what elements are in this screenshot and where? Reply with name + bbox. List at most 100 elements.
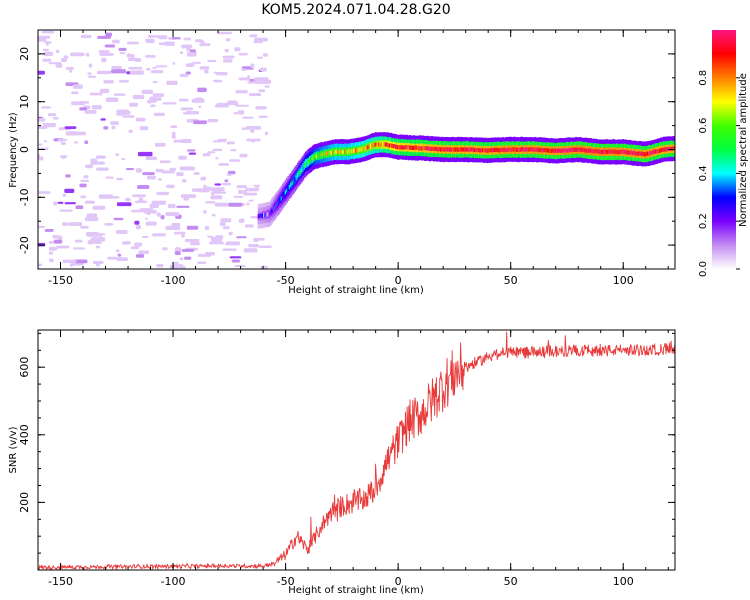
signal-cell [322,152,325,157]
noise-speckle [222,226,230,230]
noise-speckle [126,53,132,58]
noise-speckle [55,49,60,54]
noise-speckle [118,47,127,51]
noise-speckle [200,40,205,44]
noise-speckle [139,126,149,131]
signal-cell [373,142,376,147]
signal-cell [666,147,669,152]
noise-speckle [95,263,100,267]
noise-speckle [99,52,114,56]
signal-cell [652,149,654,155]
signal-cell [545,148,548,153]
signal-cell [566,148,569,153]
noise-speckle [185,63,195,67]
signal-cell [445,147,448,152]
signal-cell [284,190,287,195]
signal-cell [508,147,511,152]
noise-speckle [86,232,100,237]
noise-speckle [137,185,150,189]
noise-speckle [150,104,156,108]
signal-cell [310,157,313,162]
noise-speckle [194,97,203,101]
signal-cell [521,147,523,152]
signal-cell [591,149,594,154]
signal-cell [668,146,671,152]
signal-cell [646,151,649,156]
noise-speckle [128,129,133,133]
noise-speckle [176,205,190,208]
noise-speckle [84,140,89,145]
noise-speckle [262,53,268,57]
signal-cell [542,148,545,153]
signal-cell [571,147,573,152]
noise-speckle [149,97,162,101]
noise-speckle [115,153,120,157]
signal-cell [294,177,297,182]
signal-cell [402,145,405,150]
noise-speckle [214,183,222,186]
noise-speckle [64,188,75,193]
signal-cell [629,150,631,155]
noise-speckle [92,205,106,210]
noise-speckle [173,231,186,235]
noise-speckle [205,201,216,204]
signal-cell [384,142,387,147]
signal-cell [568,148,571,153]
signal-cell [280,196,283,201]
noise-speckle [105,32,112,37]
noise-speckle [172,62,176,65]
signal-cell [433,146,436,151]
signal-cell [673,146,675,151]
signal-cell [512,147,515,152]
signal-cell [406,145,409,150]
noise-speckle [179,266,186,269]
noise-speckle [146,67,151,71]
signal-cell [441,147,444,152]
noise-speckle [71,101,85,106]
noise-speckle [231,259,240,263]
colorbar-tick-label: 0.8 [698,70,709,86]
noise-speckle [258,115,268,118]
noise-speckle [61,155,66,160]
signal-cell [345,149,348,154]
signal-cell [363,147,365,152]
signal-cell [281,194,284,199]
noise-speckle [62,193,67,197]
colorbar-tick-label: 0.4 [698,165,709,181]
noise-speckle [79,107,88,111]
noise-speckle [128,66,143,70]
signal-cell [394,144,396,149]
noise-speckle [113,217,124,221]
signal-cell [307,159,310,164]
noise-speckle [42,48,50,52]
noise-speckle [161,170,176,174]
signal-cell [425,146,428,151]
noise-speckle [79,183,87,188]
signal-cell [467,147,469,152]
noise-speckle [84,200,96,204]
noise-speckle [74,239,83,243]
noise-speckle [222,59,233,63]
noise-speckle [132,94,145,100]
noise-speckle [236,236,247,239]
noise-speckle [191,188,204,192]
spectrogram-x-tick-label: 0 [395,274,402,287]
signal-cell [340,149,342,155]
noise-speckle [166,184,175,189]
signal-cell [472,147,475,152]
signal-cell [412,145,415,151]
signal-cell [539,147,542,153]
spectrogram-y-tick-label: 20 [18,47,31,61]
signal-cell [581,147,584,152]
signal-cell [552,148,555,153]
noise-speckle [125,197,131,202]
signal-cell [460,147,463,152]
noise-speckle [246,202,250,206]
noise-speckle [238,77,251,81]
signal-cell [275,203,278,208]
noise-speckle [111,125,116,130]
signal-cell [300,167,303,172]
noise-speckle [202,153,211,157]
signal-cell [414,145,417,150]
